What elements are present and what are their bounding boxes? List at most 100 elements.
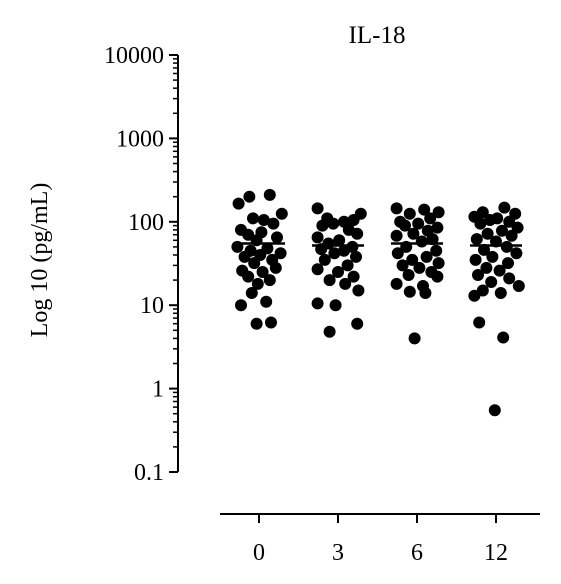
data-point — [275, 207, 288, 220]
data-point — [242, 270, 255, 283]
data-point — [474, 217, 487, 230]
data-point — [420, 250, 433, 263]
x-tick-label: 0 — [253, 540, 265, 566]
data-point — [263, 188, 276, 201]
x-tick-label: 3 — [332, 540, 344, 566]
data-point — [503, 272, 516, 285]
data-point — [432, 206, 445, 219]
data-point — [390, 277, 403, 290]
data-point — [432, 257, 445, 270]
data-point — [265, 316, 277, 329]
data-point — [493, 264, 506, 277]
data-point — [426, 233, 439, 246]
data-point — [485, 275, 498, 288]
data-point — [311, 202, 324, 215]
data-point — [391, 247, 404, 260]
y-tick-label: 100 — [128, 210, 164, 236]
data-point — [311, 263, 324, 276]
data-point — [257, 214, 270, 227]
data-point — [271, 231, 283, 244]
data-point — [486, 250, 499, 263]
data-point — [323, 274, 336, 287]
data-point — [333, 234, 346, 247]
data-point — [311, 231, 324, 244]
data-point — [256, 266, 269, 279]
data-point — [339, 277, 352, 290]
data-point — [412, 217, 425, 230]
y-axis-title: Log 10 (pg/mL) — [27, 183, 53, 338]
data-point — [247, 212, 259, 225]
data-point — [431, 221, 444, 234]
data-point — [478, 243, 490, 256]
data-point — [352, 284, 365, 297]
data-point — [468, 289, 481, 302]
data-point — [341, 259, 354, 272]
data-point — [250, 317, 263, 330]
data-point — [327, 217, 340, 230]
data-point — [430, 244, 443, 257]
y-tick-label: 10 — [140, 293, 164, 319]
data-point — [469, 253, 482, 266]
y-tick-label: 10000 — [104, 43, 164, 69]
data-point — [396, 259, 409, 272]
y-tick-label: 1 — [152, 377, 164, 403]
data-point — [338, 244, 350, 257]
data-point — [351, 317, 364, 330]
data-points — [231, 188, 525, 417]
data-point — [318, 253, 331, 266]
data-point — [418, 203, 431, 216]
y-tick-label: 0.1 — [134, 460, 164, 486]
data-point — [245, 287, 258, 300]
x-axis: 0 3 6 12 — [220, 513, 540, 566]
data-point — [500, 240, 513, 253]
data-point — [403, 207, 416, 220]
data-point — [390, 229, 403, 242]
data-point — [480, 261, 493, 274]
data-point — [347, 214, 360, 227]
data-point — [406, 253, 419, 266]
data-point — [496, 224, 508, 237]
data-point — [481, 227, 494, 240]
data-point — [510, 247, 523, 260]
y-axis: 0.1 1 10 100 1000 10000 — [104, 43, 179, 486]
data-point — [484, 214, 496, 227]
data-point — [332, 266, 344, 279]
data-point — [390, 202, 403, 215]
data-point — [399, 219, 411, 232]
data-point — [419, 287, 432, 300]
data-point — [415, 235, 428, 248]
data-point — [328, 247, 341, 260]
data-point — [472, 269, 484, 282]
data-point — [488, 404, 501, 417]
data-point — [403, 285, 416, 298]
data-point — [473, 316, 486, 329]
data-point — [502, 257, 514, 270]
data-point — [505, 229, 518, 242]
data-point — [323, 325, 336, 338]
data-point — [269, 261, 282, 274]
data-point — [351, 227, 364, 240]
y-tick-label: 1000 — [116, 126, 164, 152]
data-point — [408, 332, 421, 345]
data-point — [424, 212, 437, 225]
data-point — [260, 295, 273, 308]
data-point — [274, 247, 287, 260]
data-point — [232, 197, 245, 210]
x-tick-label: 6 — [411, 540, 423, 566]
data-point — [503, 215, 516, 228]
data-point — [498, 201, 511, 214]
data-point — [267, 217, 280, 230]
x-tick-label: 12 — [484, 540, 508, 566]
data-point — [512, 279, 525, 292]
data-point — [243, 190, 256, 203]
data-point — [407, 227, 420, 240]
data-point — [350, 250, 362, 263]
data-point — [248, 257, 261, 270]
data-point — [316, 219, 329, 232]
data-point — [497, 331, 510, 344]
data-point — [238, 250, 251, 263]
data-point — [311, 297, 324, 310]
data-point — [413, 261, 426, 274]
chart-title: IL-18 — [349, 22, 406, 49]
